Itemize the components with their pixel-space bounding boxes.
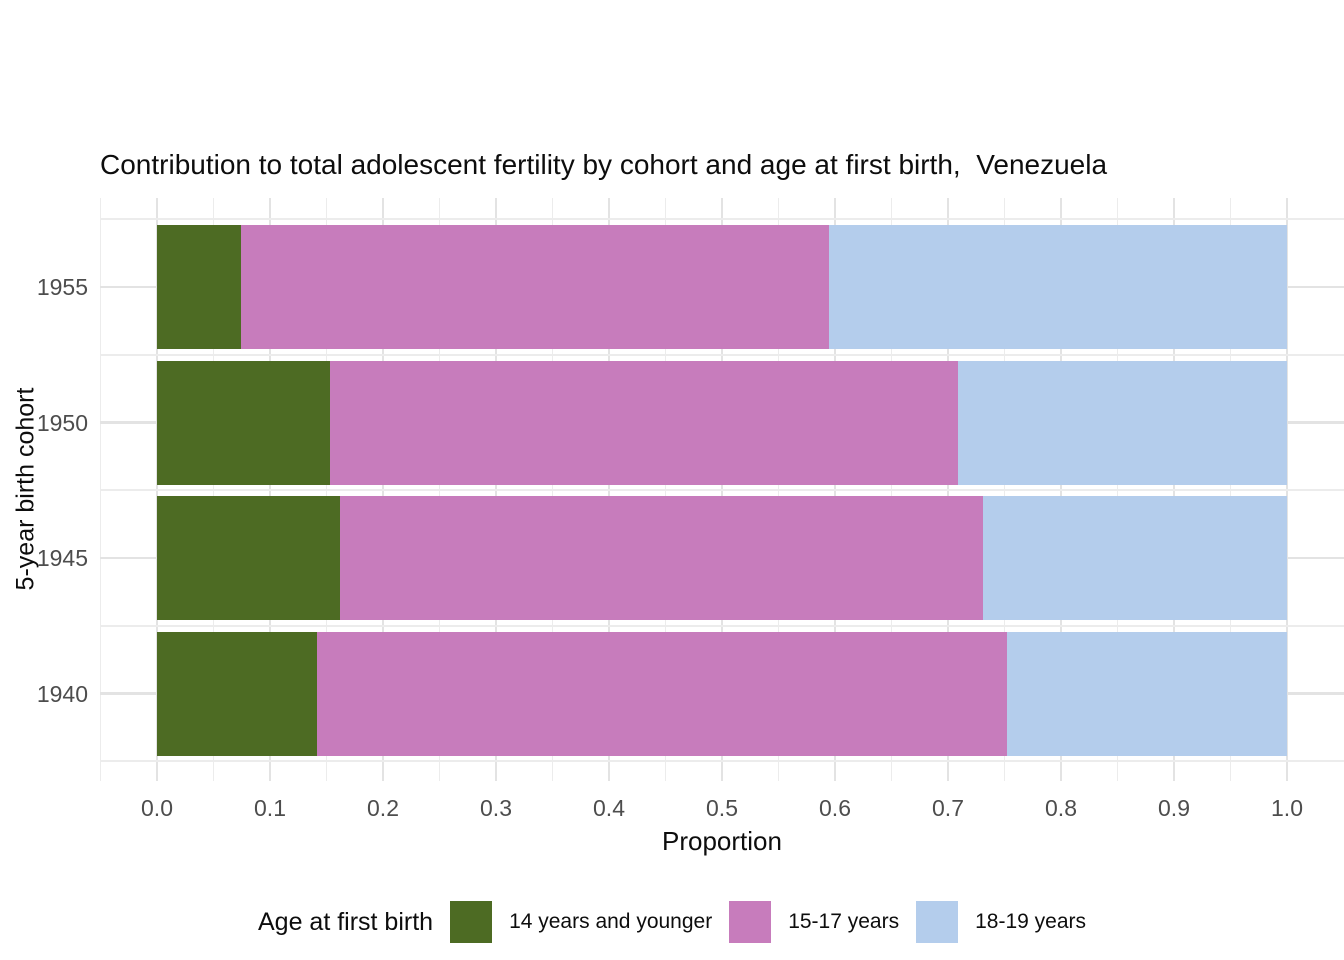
x-tick-label-0.1: 0.1	[254, 795, 286, 821]
legend-item-15-17-years: 15-17 years	[729, 901, 899, 943]
x-tick-label-0.8: 0.8	[1045, 795, 1077, 821]
y-tick-label-1940: 1940	[36, 680, 88, 707]
bar-segment-1950-15-17-years	[329, 360, 959, 485]
x-tick-label-0.9: 0.9	[1158, 795, 1190, 821]
legend-label: 18-19 years	[975, 910, 1087, 933]
x-tick-label-0.7: 0.7	[932, 795, 964, 821]
plot-panel	[100, 198, 1344, 781]
legend-swatch	[916, 901, 959, 943]
bar-segment-1955-18-19-years	[829, 225, 1287, 349]
legend-title: Age at first birth	[257, 907, 434, 936]
gridline-minor-horizontal	[100, 624, 1344, 627]
bar-segment-1955-15-17-years	[240, 225, 830, 349]
gridline-minor-horizontal	[100, 489, 1344, 492]
legend-item-14-years-and-younger: 14 years and younger	[450, 901, 712, 943]
x-tick-label-0.3: 0.3	[480, 795, 512, 821]
bar-segment-1940-15-17-years	[317, 631, 1007, 756]
x-tick-label-0.4: 0.4	[593, 795, 625, 821]
x-tick-label-0.0: 0.0	[141, 795, 173, 821]
bar-segment-1955-14-years-and-younger	[157, 225, 241, 349]
gridline-minor-horizontal	[100, 218, 1344, 221]
legend-swatch	[729, 901, 772, 943]
legend-item-18-19-years: 18-19 years	[916, 901, 1086, 943]
bar-segment-1945-15-17-years	[340, 496, 984, 620]
bar-segment-1940-18-19-years	[1006, 631, 1287, 756]
bar-segment-1950-18-19-years	[958, 360, 1287, 485]
x-tick-label-0.2: 0.2	[367, 795, 399, 821]
chart-title: Contribution to total adolescent fertili…	[100, 149, 1108, 180]
y-tick-label-1945: 1945	[36, 545, 88, 571]
legend-swatch	[450, 901, 493, 943]
bar-segment-1945-18-19-years	[983, 496, 1287, 620]
x-axis-title: Proportion	[662, 826, 782, 856]
gridline-minor-horizontal	[100, 353, 1344, 356]
legend: Age at first birth 14 years and younger 1…	[0, 898, 1344, 946]
bar-segment-1950-14-years-and-younger	[157, 360, 330, 485]
bar-segment-1940-14-years-and-younger	[157, 631, 318, 756]
legend-items: 14 years and younger 15-17 years 18-19 yea…	[450, 901, 1086, 943]
x-tick-label-0.5: 0.5	[706, 795, 738, 821]
y-tick-label-1955: 1955	[36, 274, 88, 300]
gridline-minor-horizontal	[100, 760, 1344, 763]
y-tick-label-1950: 1950	[36, 409, 88, 436]
x-tick-label-0.6: 0.6	[819, 795, 851, 821]
x-tick-label-1.0: 1.0	[1271, 795, 1303, 821]
legend-label: 14 years and younger	[509, 910, 713, 933]
legend-label: 15-17 years	[788, 910, 900, 933]
bar-segment-1945-14-years-and-younger	[157, 496, 341, 620]
